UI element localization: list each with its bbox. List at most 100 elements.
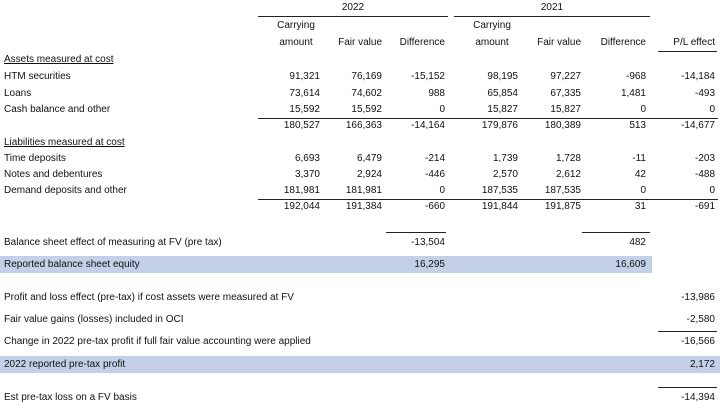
- cell-carrying-2021: 187,535: [481, 185, 518, 196]
- col-fairvalue-2021: Fair value: [537, 37, 581, 48]
- assets-total-line: [258, 118, 718, 119]
- equity-row-highlight: [0, 256, 652, 273]
- row-label: Loans: [4, 88, 32, 99]
- col-difference-2021: Difference: [600, 37, 646, 48]
- cell-difference-2021: 0: [640, 185, 646, 196]
- row-label: Notes and debentures: [4, 169, 103, 180]
- cell-fairvalue-2022: 74,602: [351, 88, 382, 99]
- cell-pl-effect: 0: [709, 104, 715, 115]
- cell-difference-2022: 0: [439, 104, 445, 115]
- cell-fairvalue-2022: 15,592: [351, 104, 382, 115]
- reported-profit-label: 2022 reported pre-tax profit: [4, 359, 126, 370]
- cell-pl-effect: -493: [694, 88, 715, 99]
- cell-carrying-2022: 6,693: [294, 153, 320, 164]
- reported-profit-row-highlight: [0, 356, 720, 373]
- row-label: Demand deposits and other: [4, 185, 127, 196]
- cell-fairvalue-2021: 191,875: [544, 201, 581, 212]
- year-header-2021: 2021: [540, 2, 564, 13]
- cell-difference-2021: -11: [632, 153, 646, 164]
- cell-fairvalue-2022: 191,384: [345, 201, 382, 212]
- oci-gains-label: Fair value gains (losses) included in OC…: [4, 314, 184, 325]
- cell-pl-effect: -14,677: [681, 120, 715, 131]
- cell-fairvalue-2022: 166,363: [345, 120, 382, 131]
- bs-effect-2021: 482: [629, 237, 646, 248]
- col-carrying-2021-line1: Carrying: [473, 20, 511, 31]
- cell-pl-effect: -203: [694, 153, 715, 164]
- cell-fairvalue-2022: 181,981: [345, 185, 382, 196]
- cell-carrying-2021: 15,827: [487, 104, 518, 115]
- row-label: Cash balance and other: [4, 104, 111, 115]
- cell-carrying-2021: 1,739: [492, 153, 518, 164]
- equity-2021: 16,609: [615, 259, 646, 270]
- assets-section-title: Assets measured at cost: [4, 54, 114, 65]
- cell-carrying-2022: 3,370: [294, 169, 320, 180]
- equity-2022: 16,295: [414, 259, 445, 270]
- cell-pl-effect: -488: [694, 169, 715, 180]
- col-fairvalue-2022: Fair value: [338, 37, 382, 48]
- cell-difference-2021: 0: [640, 104, 646, 115]
- bs-effect-2022: -13,504: [411, 237, 445, 248]
- year-header-2022: 2022: [341, 2, 365, 13]
- cell-pl-effect: 0: [709, 185, 715, 196]
- cell-difference-2022: -15,152: [411, 71, 445, 82]
- cell-difference-2022: 988: [428, 88, 445, 99]
- col-difference-2022: Difference: [399, 37, 445, 48]
- change-profit-label: Change in 2022 pre-tax profit if full fa…: [4, 336, 311, 347]
- cell-fairvalue-2022: 6,479: [356, 153, 382, 164]
- pl-effect-underline: [658, 51, 717, 52]
- row-label: Time deposits: [4, 153, 66, 164]
- pl-effect-fv-value: -13,986: [681, 292, 715, 303]
- col-carrying-2022-line2: amount: [279, 37, 313, 48]
- cell-carrying-2022: 91,321: [289, 71, 320, 82]
- cell-difference-2022: -660: [424, 201, 445, 212]
- cell-fairvalue-2021: 180,389: [544, 120, 581, 131]
- cell-carrying-2022: 192,044: [283, 201, 320, 212]
- cell-carrying-2022: 73,614: [289, 88, 320, 99]
- row-label: HTM securities: [4, 71, 71, 82]
- cell-difference-2022: -446: [424, 169, 445, 180]
- cell-difference-2021: 42: [634, 169, 646, 180]
- liabilities-section-title: Liabilities measured at cost: [4, 137, 125, 148]
- cell-difference-2022: 0: [439, 185, 445, 196]
- cell-difference-2021: 1,481: [620, 88, 646, 99]
- cell-carrying-2021: 98,195: [487, 71, 518, 82]
- reported-profit-value: 2,172: [689, 359, 715, 370]
- cell-fairvalue-2021: 67,335: [550, 88, 581, 99]
- cell-carrying-2021: 65,854: [487, 88, 518, 99]
- oci-gains-value: -2,580: [686, 314, 715, 325]
- bs-effect-label: Balance sheet effect of measuring at FV …: [4, 237, 222, 248]
- cell-fairvalue-2021: 1,728: [555, 153, 581, 164]
- liabilities-total-line: [258, 199, 718, 200]
- cell-carrying-2021: 191,844: [481, 201, 518, 212]
- cell-pl-effect: -691: [694, 201, 715, 212]
- cell-fairvalue-2021: 187,535: [544, 185, 581, 196]
- cell-pl-effect: -14,184: [681, 71, 715, 82]
- est-loss-value: -14,394: [681, 392, 715, 403]
- cell-difference-2022: -14,164: [411, 120, 445, 131]
- equity-label: Reported balance sheet equity: [4, 259, 140, 270]
- cell-fairvalue-2021: 2,612: [555, 169, 581, 180]
- col-carrying-2022-line1: Carrying: [277, 20, 315, 31]
- year-2022-underline: [258, 16, 448, 17]
- pl-effect-fv-label: Profit and loss effect (pre-tax) if cost…: [4, 292, 294, 303]
- change-topline: [658, 331, 717, 332]
- cell-carrying-2022: 180,527: [283, 120, 320, 131]
- cell-difference-2021: 31: [634, 201, 646, 212]
- cell-fairvalue-2022: 76,169: [351, 71, 382, 82]
- cell-difference-2021: -968: [625, 71, 646, 82]
- cell-fairvalue-2022: 2,924: [356, 169, 382, 180]
- cell-difference-2022: -214: [424, 153, 445, 164]
- est-loss-label: Est pre-tax loss on a FV basis: [4, 392, 137, 403]
- year-2021-underline: [454, 16, 650, 17]
- cell-difference-2021: 513: [629, 120, 646, 131]
- est-loss-topline: [658, 387, 717, 388]
- bs-effect-2021-topline: [582, 232, 650, 233]
- cell-fairvalue-2021: 97,227: [550, 71, 581, 82]
- cell-carrying-2021: 179,876: [481, 120, 518, 131]
- change-profit-value: -16,566: [681, 336, 715, 347]
- cell-carrying-2022: 15,592: [289, 104, 320, 115]
- cell-carrying-2022: 181,981: [283, 185, 320, 196]
- cell-carrying-2021: 2,570: [492, 169, 518, 180]
- col-carrying-2021-line2: amount: [475, 37, 509, 48]
- cell-fairvalue-2021: 15,827: [550, 104, 581, 115]
